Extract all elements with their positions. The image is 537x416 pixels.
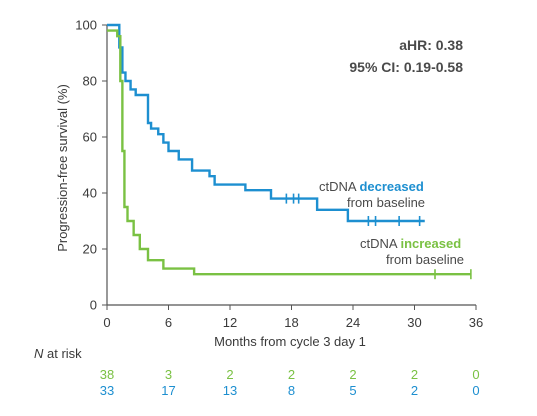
- at-risk-count-increased: 2: [349, 367, 357, 382]
- x-tick-label: 0: [103, 315, 110, 330]
- at-risk-row-decreased: 33 17 13 8 5 2 0: [0, 383, 537, 399]
- at-risk-count-decreased: 5: [349, 383, 357, 398]
- at-risk-count-increased: 0: [472, 367, 480, 382]
- decreased-label-prefix: ctDNA: [319, 179, 360, 194]
- decreased-survival-curve: [107, 23, 425, 223]
- x-tick-label: 24: [346, 315, 360, 330]
- y-tick-label: 60: [83, 130, 97, 145]
- increased-label-emphasis: increased: [400, 236, 462, 251]
- decreased-series-label: ctDNA decreased from baseline: [319, 179, 425, 211]
- at-risk-count-increased: 38: [99, 367, 115, 382]
- at-risk-count-increased: 2: [226, 367, 234, 382]
- y-tick-label: 0: [90, 298, 97, 313]
- x-axis-title: Months from cycle 3 day 1: [214, 334, 366, 349]
- y-tick-label: 40: [83, 186, 97, 201]
- at-risk-count-increased: 2: [287, 367, 296, 382]
- at-risk-count-decreased: 8: [287, 383, 296, 398]
- y-tick-label: 100: [75, 18, 97, 33]
- x-tick-label: 30: [407, 315, 421, 330]
- at-risk-count-increased: 3: [164, 367, 173, 382]
- x-tick-label: 36: [469, 315, 483, 330]
- at-risk-row-increased: 38 3 2 2 2 2 0: [0, 367, 537, 383]
- axes: 0 6 12 18 24 30 36 0 20 40 60 80 100: [75, 18, 483, 331]
- increased-label-prefix: ctDNA: [360, 236, 401, 251]
- confidence-interval-annotation: 95% CI: 0.19-0.58: [349, 59, 463, 75]
- x-tick-label: 18: [284, 315, 298, 330]
- x-tick-label: 6: [165, 315, 172, 330]
- y-axis-title: Progression-free survival (%): [55, 84, 70, 252]
- increased-survival-curve: [107, 29, 471, 276]
- decreased-label-suffix: from baseline: [347, 195, 426, 210]
- x-tick-label: 12: [223, 315, 237, 330]
- hazard-ratio-annotation: aHR: 0.38: [399, 37, 463, 53]
- increased-series-label: ctDNA increased from baseline: [360, 236, 464, 268]
- y-tick-label: 20: [83, 242, 97, 257]
- increased-label-suffix: from baseline: [386, 252, 465, 267]
- y-tick-label: 80: [83, 74, 97, 89]
- at-risk-count-decreased: 17: [161, 383, 176, 398]
- survival-curves: [107, 23, 472, 280]
- at-risk-count-increased: 2: [410, 367, 419, 382]
- at-risk-count-decreased: 13: [222, 383, 238, 398]
- at-risk-count-decreased: 0: [472, 383, 480, 398]
- at-risk-text: at risk: [47, 346, 82, 361]
- at-risk-count-decreased: 2: [410, 383, 419, 398]
- at-risk-n: N: [34, 346, 44, 361]
- at-risk-count-decreased: 33: [99, 383, 115, 398]
- decreased-label-emphasis: decreased: [359, 179, 424, 194]
- at-risk-title: N at risk: [34, 346, 82, 361]
